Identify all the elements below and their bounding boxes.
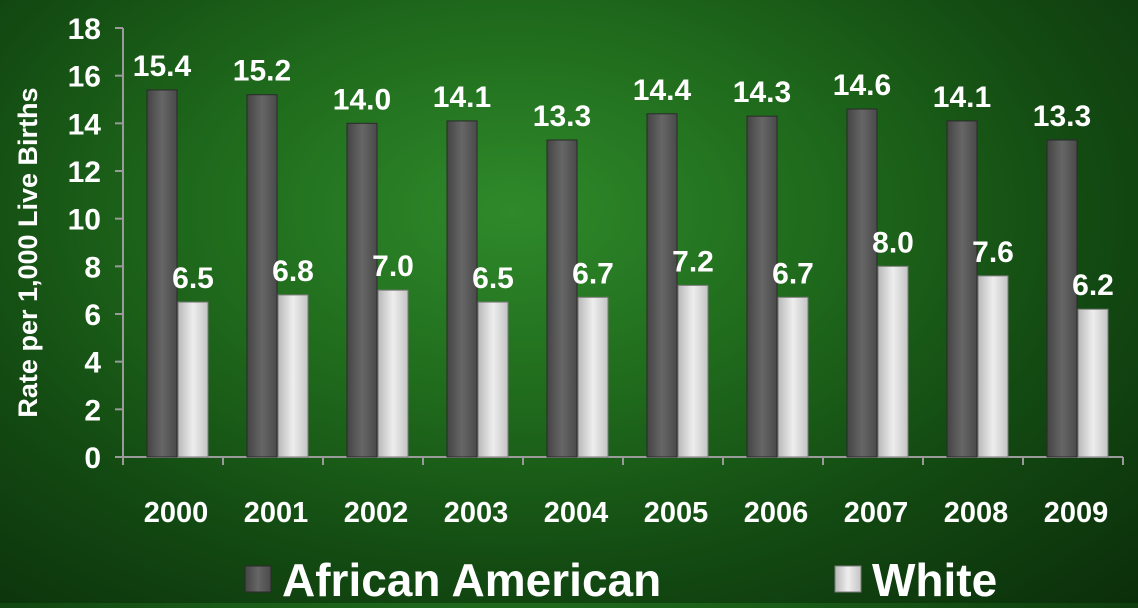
data-label: 14.1 <box>933 81 991 114</box>
data-label: 7.2 <box>672 245 714 278</box>
y-tick-label: 12 <box>68 156 101 189</box>
data-label: 6.5 <box>472 262 514 295</box>
y-axis-title: Rate per 1,000 Live Births <box>13 87 43 417</box>
y-tick-label: 4 <box>84 347 101 380</box>
bars <box>146 89 1109 458</box>
bar-white <box>177 301 209 458</box>
bar-white <box>477 301 509 458</box>
legend-label: African American <box>282 554 661 603</box>
bar-african-american <box>246 94 278 458</box>
legend-swatch-african-american <box>244 565 272 593</box>
bar-african-american <box>446 120 478 458</box>
bar-african-american <box>746 115 778 458</box>
legend-label: White <box>872 554 997 603</box>
x-tick-label: 2005 <box>644 497 709 529</box>
data-label: 6.8 <box>272 255 314 288</box>
bar-african-american <box>1046 139 1078 458</box>
x-tick-label: 2007 <box>844 497 909 529</box>
x-tick-label: 2000 <box>144 497 209 529</box>
y-tick-label: 16 <box>68 61 101 94</box>
data-label: 14.3 <box>733 76 791 109</box>
data-labels: 15.4 15.2 14.0 14.1 13.3 14.4 14.3 14.6 14.1 13.3… <box>133 50 1114 302</box>
bar-white <box>777 296 809 458</box>
x-tick-label: 2004 <box>544 497 609 529</box>
data-label: 6.7 <box>772 257 814 290</box>
bar-african-american <box>846 108 878 458</box>
y-tick-label: 0 <box>84 442 101 475</box>
x-tick-label: 2009 <box>1044 497 1109 529</box>
data-label: 6.2 <box>1072 269 1114 302</box>
bar-white <box>277 294 309 458</box>
data-label: 14.6 <box>833 69 891 102</box>
data-label: 7.0 <box>372 250 414 283</box>
bar-white <box>1077 308 1109 458</box>
bar-african-american <box>546 139 578 458</box>
data-label: 13.3 <box>533 100 591 133</box>
data-label: 14.1 <box>433 81 491 114</box>
x-tick-label: 2002 <box>344 497 409 529</box>
bar-white <box>377 289 409 458</box>
legend-swatch-white <box>834 565 862 593</box>
x-tick-label: 2008 <box>944 497 1009 529</box>
axes: 0 2 4 6 8 10 12 14 16 18 Rate per 1,000 Live Birth… <box>13 13 1124 529</box>
data-label: 14.4 <box>633 74 692 107</box>
data-label: 6.7 <box>572 257 614 290</box>
bar-african-american <box>946 120 978 458</box>
x-tick-label: 2006 <box>744 497 809 529</box>
data-label: 14.0 <box>333 83 391 116</box>
x-tick-label: 2001 <box>244 497 309 529</box>
y-tick-label: 10 <box>68 204 101 237</box>
bar-african-american <box>346 122 378 458</box>
y-tick-label: 6 <box>84 299 101 332</box>
x-tick-label: 2003 <box>444 497 509 529</box>
bar-white <box>977 275 1009 458</box>
data-label: 6.5 <box>172 262 214 295</box>
data-label: 15.4 <box>133 50 192 83</box>
legend: African American White <box>244 554 997 606</box>
bar-white <box>677 284 709 458</box>
y-tick-label: 2 <box>84 394 101 427</box>
data-label: 15.2 <box>233 55 291 88</box>
data-label: 8.0 <box>872 226 914 259</box>
y-tick-label: 14 <box>68 108 102 141</box>
y-tick-label: 8 <box>84 251 101 284</box>
bar-african-american <box>146 89 178 458</box>
bar-white <box>577 296 609 458</box>
data-label: 7.6 <box>972 236 1014 269</box>
bar-white <box>877 265 909 458</box>
data-label: 13.3 <box>1033 100 1091 133</box>
bar-african-american <box>646 113 678 458</box>
y-tick-label: 18 <box>68 13 101 46</box>
